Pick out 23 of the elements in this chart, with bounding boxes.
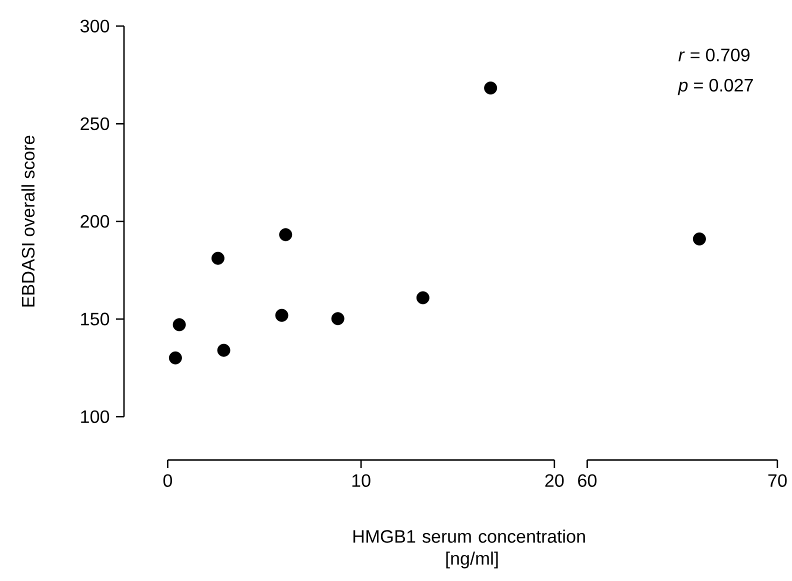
y-axis-title: EBDASI overall score [21,136,35,306]
point [416,291,430,304]
point [217,344,230,357]
point [331,312,344,326]
x-tick-label: 0 [163,474,172,487]
y-tick-label: 100 [81,410,110,424]
x-tick-label: 60 [578,474,597,487]
x-tick-label: 10 [352,474,370,487]
y-tick-label: 300 [80,20,110,32]
point [172,318,186,332]
x-axis-title: HMGB1 serum concentration [ng/ml] [353,530,585,568]
annotation: p = 0.027 [678,78,753,96]
x-tick-label: 70 [768,474,787,487]
point [279,228,292,242]
annotation: r = 0.709 [678,48,750,62]
point [211,252,224,265]
point [484,82,498,95]
y-tick-label: 150 [81,312,110,326]
y-tick-label: 250 [80,117,110,130]
point [275,308,288,322]
x-tick-label: 20 [545,474,564,487]
y-tick-label: 200 [80,215,110,228]
point [168,351,182,364]
